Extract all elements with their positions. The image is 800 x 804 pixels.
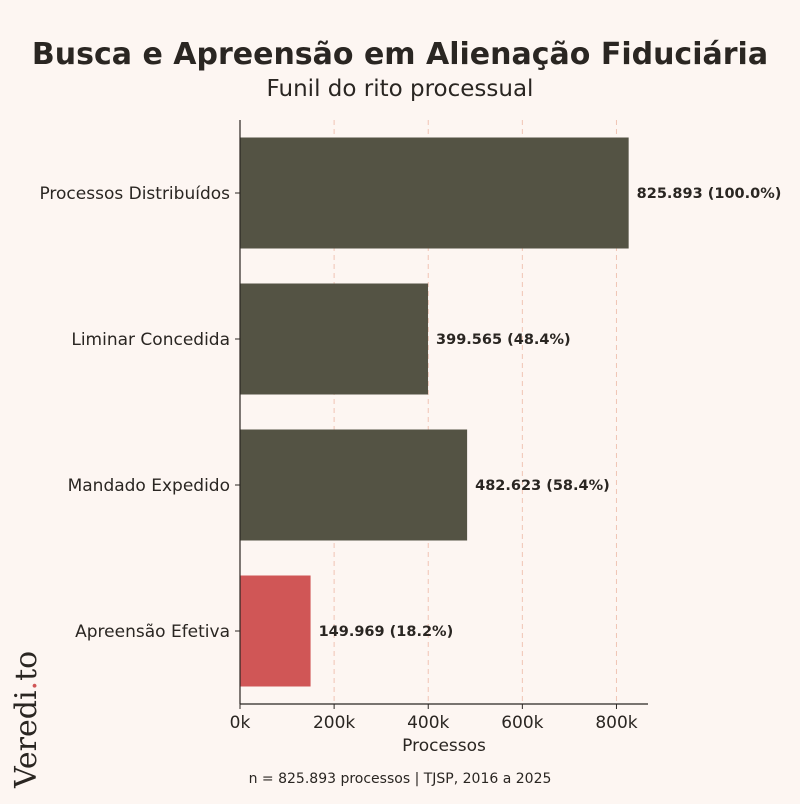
x-tick-label: 400k: [407, 713, 449, 733]
category-label: Liminar Concedida: [71, 330, 230, 350]
bars: 825.893 (100.0%) 399.565 (48.4%) 482.623 (…: [240, 137, 782, 687]
bar: [240, 137, 629, 249]
data-label: 825.893 (100.0%): [637, 186, 782, 202]
category-label: Apreensão Efetiva: [75, 622, 230, 642]
data-label: 399.565 (48.4%): [436, 332, 571, 348]
x-tick-label: 800k: [595, 713, 637, 733]
chart-title: Busca e Apreensão em Alienação Fiduciári…: [32, 37, 768, 72]
category-label: Processos Distribuídos: [39, 184, 230, 204]
x-tick-label: 200k: [313, 713, 355, 733]
x-tick-label: 0k: [230, 713, 251, 733]
category-label: Mandado Expedido: [68, 476, 230, 496]
data-label: 482.623 (58.4%): [475, 478, 610, 494]
x-axis-label: Processos: [402, 736, 486, 756]
svg-text:Veredi.to: Veredi.to: [9, 651, 44, 789]
data-label: 149.969 (18.2%): [319, 624, 454, 640]
bar: [240, 429, 468, 541]
axes: 0k 200k 400k 600k 800k Processos Distribuídos…: [39, 120, 648, 733]
bar: [240, 283, 429, 395]
bar: [240, 575, 311, 687]
caption: n = 825.893 processos | TJSP, 2016 a 202…: [249, 771, 552, 787]
gridlines: [333, 120, 617, 704]
veredito-logo: Veredi.to: [9, 651, 44, 789]
chart-subtitle: Funil do rito processual: [267, 76, 534, 102]
x-tick-label: 600k: [501, 713, 543, 733]
